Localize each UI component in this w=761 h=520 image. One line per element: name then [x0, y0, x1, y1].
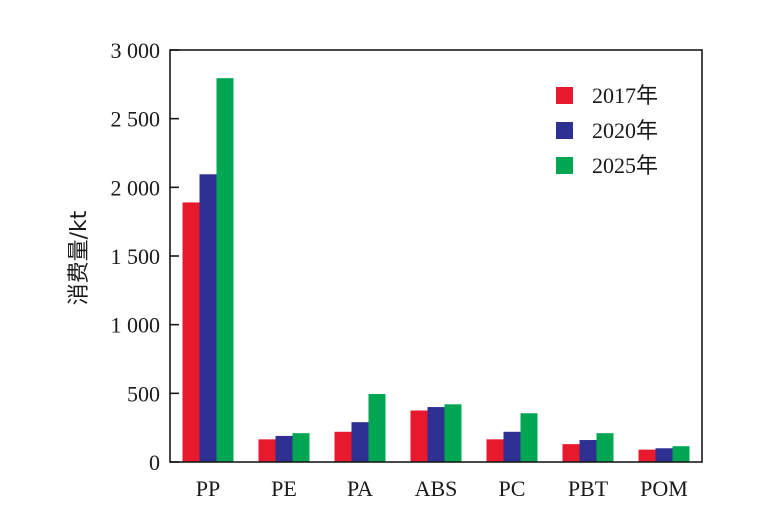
x-tick-label: POM: [640, 476, 688, 501]
y-tick-label: 1 500: [111, 244, 161, 269]
bar-pom-2: [672, 446, 690, 462]
bar-pp-1: [199, 174, 217, 462]
y-tick-label: 2 000: [111, 175, 161, 200]
x-tick-label: PC: [499, 476, 526, 501]
bar-pom-1: [655, 448, 673, 462]
legend-swatch-2: [556, 157, 573, 174]
bar-pe-2: [292, 433, 310, 462]
bar-pom-0: [638, 449, 656, 462]
plot-area: PP PE PA ABS PC PBT POM 0 500 1 000 1 500 2 000 2 50…: [111, 38, 703, 501]
bar-abs-0: [410, 410, 428, 462]
bar-abs-1: [427, 407, 445, 462]
y-tick-label: 500: [127, 381, 160, 406]
bar-pe-0: [258, 439, 276, 462]
bar-pp-0: [182, 202, 200, 462]
bar-pa-1: [351, 422, 369, 462]
legend: 2017年 2020年 2025年: [556, 83, 658, 178]
bar-pc-1: [503, 431, 521, 462]
x-tick-label: PBT: [568, 476, 609, 501]
bar-pp-2: [216, 78, 234, 463]
legend-swatch-1: [556, 122, 573, 139]
x-tick-label: ABS: [415, 476, 458, 501]
y-tick-label: 2 500: [111, 107, 161, 132]
x-tick-label: PP: [196, 476, 220, 501]
bar-pa-2: [368, 394, 386, 462]
y-tick-label: 3 000: [111, 38, 161, 63]
x-tick-label: PA: [347, 476, 373, 501]
bar-pbt-1: [579, 440, 597, 462]
bar-abs-2: [444, 404, 462, 462]
bar-pa-0: [334, 431, 352, 462]
y-axis-title: 消费量/kt: [67, 210, 92, 305]
x-tick-label: PE: [271, 476, 297, 501]
plot-frame: [169, 49, 703, 463]
bar-pbt-2: [596, 433, 614, 462]
legend-label-2: 2025年: [592, 153, 658, 178]
bar-pc-2: [520, 413, 538, 462]
bar-pc-0: [486, 439, 504, 462]
legend-swatch-0: [556, 87, 573, 104]
y-tick-label: 0: [149, 450, 160, 475]
legend-label-0: 2017年: [592, 83, 658, 108]
legend-label-1: 2020年: [592, 118, 658, 143]
y-tick-label: 1 000: [111, 313, 161, 338]
bar-pbt-0: [562, 444, 580, 462]
bar-pe-1: [275, 435, 293, 462]
